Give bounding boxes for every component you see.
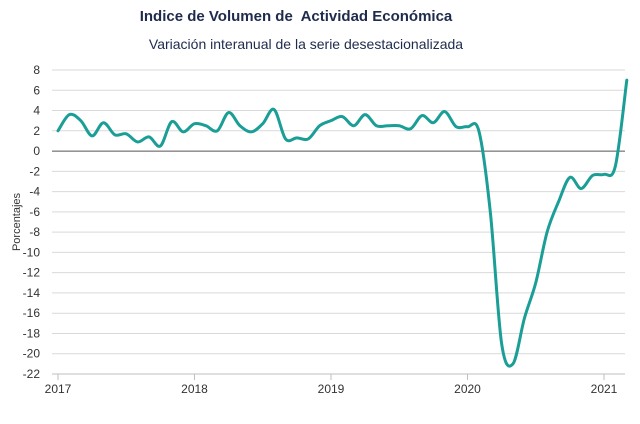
y-tick-label: -2	[29, 164, 40, 178]
y-tick-label: -12	[23, 266, 41, 280]
axes	[52, 150, 625, 380]
y-axis-title: Porcentajes	[11, 192, 23, 251]
tick-labels: 8 6 4 2 0 -2 -4 -6 -8 -10 -12 -14 -16 -18 -20 -22 2017 20…	[23, 63, 618, 396]
chart-title: Indice de Volumen de Actividad Económica	[139, 8, 453, 25]
y-tick-label: -16	[23, 306, 41, 320]
y-tick-label: 8	[33, 63, 40, 77]
chart-subtitle: Variación interanual de la serie desesta…	[148, 36, 464, 52]
series-line	[56, 78, 629, 368]
y-tick-label: -10	[23, 245, 41, 259]
series-layer	[56, 78, 629, 368]
x-tick-label: 2020	[454, 382, 481, 396]
y-tick-label: -6	[29, 205, 40, 219]
x-tick-label: 2017	[45, 382, 72, 396]
x-tick-label: 2021	[591, 382, 618, 396]
y-tick-label: -14	[23, 286, 41, 300]
y-tick-label: 0	[33, 144, 40, 158]
y-tick-label: 6	[33, 83, 40, 97]
y-tick-label: -4	[29, 185, 40, 199]
y-tick-label: -8	[29, 225, 40, 239]
y-tick-label: 4	[33, 104, 40, 118]
x-tick-label: 2019	[318, 382, 345, 396]
y-tick-label: 2	[33, 124, 40, 138]
x-tick-label: 2018	[181, 382, 208, 396]
y-tick-label: -18	[23, 326, 41, 340]
y-tick-label: -22	[23, 367, 41, 381]
y-tick-label: -20	[23, 347, 41, 361]
